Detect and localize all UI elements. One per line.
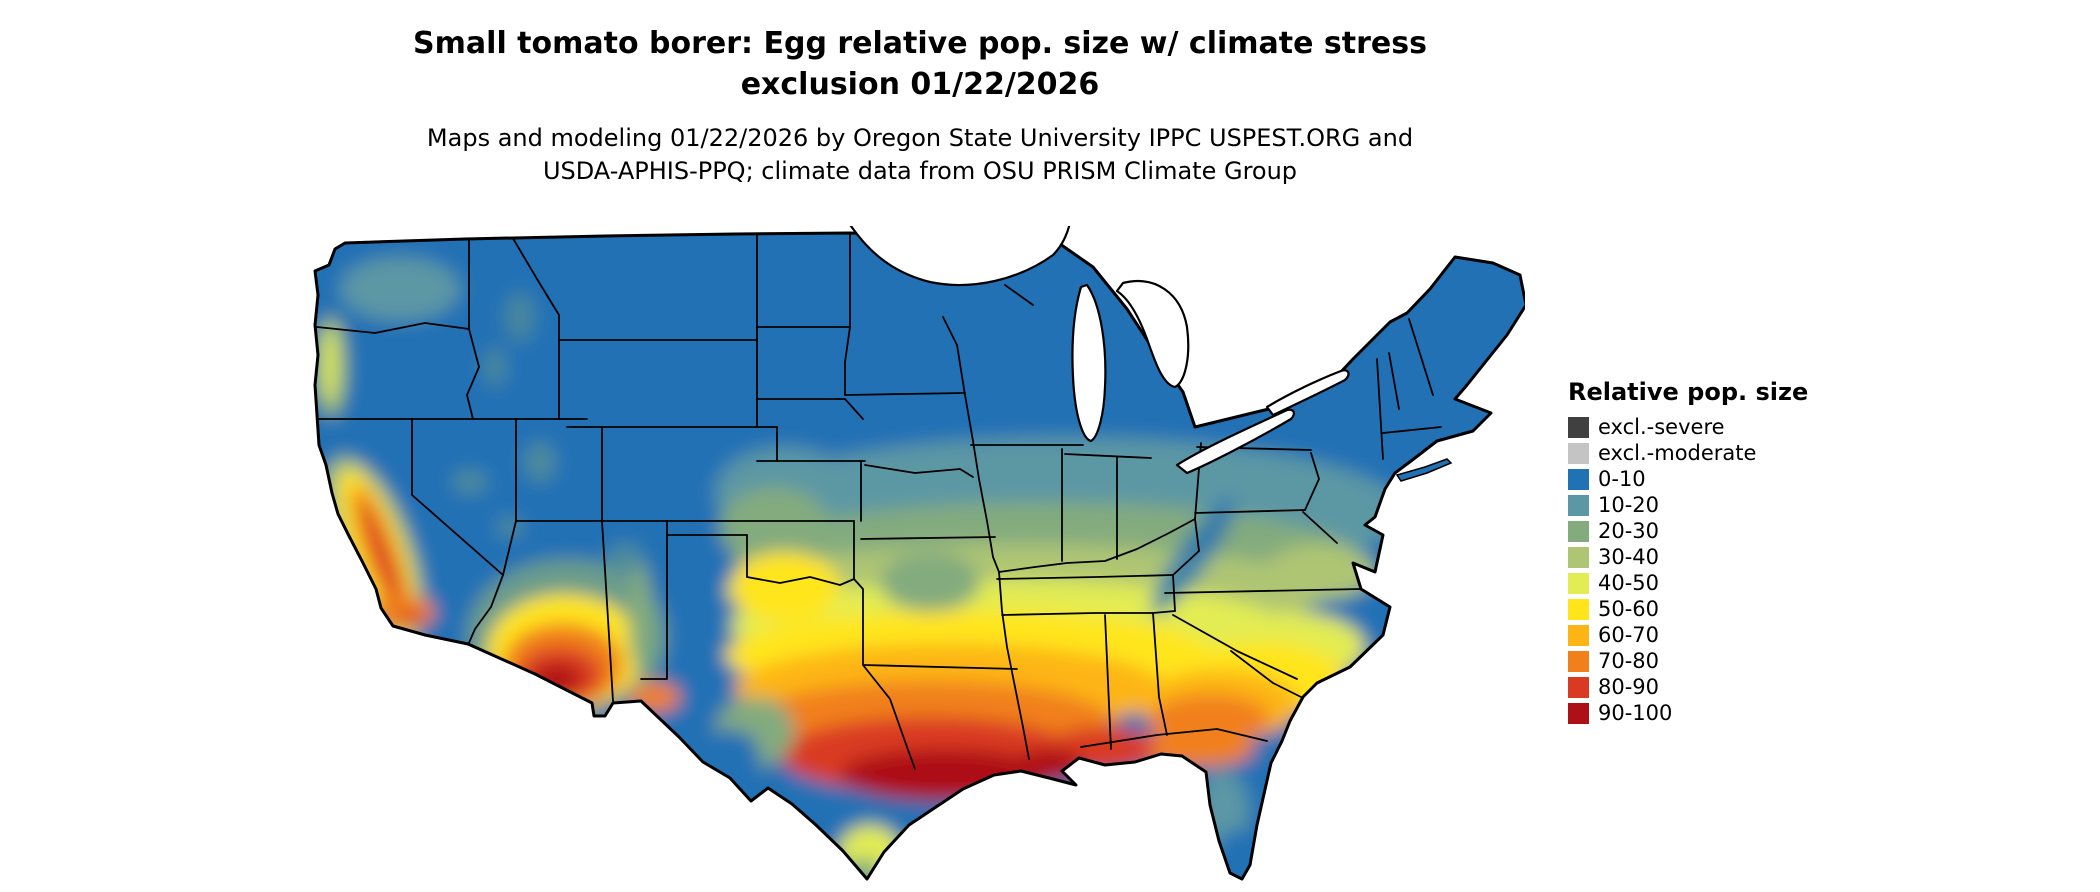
- lake-superior: [849, 226, 1071, 287]
- legend-item: excl.-severe: [1568, 414, 1808, 440]
- legend-item: 0-10: [1568, 466, 1808, 492]
- legend-item: 30-40: [1568, 544, 1808, 570]
- legend-label: 40-50: [1598, 571, 1660, 595]
- legend-items: excl.-severe excl.-moderate 0-10 10-20 20-30…: [1568, 414, 1808, 726]
- legend-item: 40-50: [1568, 570, 1808, 596]
- population-raster: [315, 233, 1525, 879]
- legend-item: 10-20: [1568, 492, 1808, 518]
- legend-swatch: [1568, 702, 1589, 724]
- legend-label: 80-90: [1598, 675, 1660, 699]
- legend-title: Relative pop. size: [1568, 378, 1809, 406]
- lake-erie: [1175, 408, 1295, 475]
- legend-label: 60-70: [1598, 623, 1660, 647]
- title-line-1: Small tomato borer: Egg relative pop. si…: [413, 26, 1427, 61]
- legend-item: excl.-moderate: [1568, 440, 1808, 466]
- legend-item: 90-100: [1568, 700, 1808, 726]
- legend-label: 20-30: [1598, 519, 1660, 543]
- legend-swatch: [1568, 676, 1589, 698]
- legend-swatch: [1568, 416, 1589, 438]
- attribution-line-2: USDA-APHIS-PPQ; climate data from OSU PR…: [542, 157, 1298, 186]
- legend-swatch: [1568, 598, 1589, 620]
- lake-huron: [1115, 280, 1190, 389]
- legend-item: 60-70: [1568, 622, 1808, 648]
- attribution: Maps and modeling 01/22/2026 by Oregon S…: [0, 122, 1840, 188]
- legend-label: 10-20: [1598, 493, 1660, 517]
- legend-label: 30-40: [1598, 545, 1660, 569]
- legend-swatch: [1568, 468, 1589, 490]
- us-map-svg: [313, 226, 1525, 881]
- legend-label: 50-60: [1598, 597, 1660, 621]
- legend-swatch: [1568, 442, 1589, 464]
- legend-swatch: [1568, 546, 1589, 568]
- legend-swatch: [1568, 624, 1589, 646]
- legend-swatch: [1568, 650, 1589, 672]
- page-title: Small tomato borer: Egg relative pop. si…: [0, 24, 1840, 105]
- legend-label: 0-10: [1598, 467, 1646, 491]
- state-borders: [316, 234, 1442, 770]
- legend-swatch: [1568, 494, 1589, 516]
- great-lakes: [849, 226, 1350, 475]
- legend-item: 50-60: [1568, 596, 1808, 622]
- title-line-2: exclusion 01/22/2026: [740, 66, 1100, 102]
- us-map: [305, 226, 1525, 888]
- lake-ontario: [1265, 369, 1350, 417]
- legend-swatch: [1568, 572, 1589, 594]
- legend-label: 90-100: [1598, 701, 1673, 725]
- long-island: [1395, 458, 1453, 482]
- legend-label: excl.-moderate: [1598, 441, 1757, 465]
- legend-label: excl.-severe: [1598, 415, 1725, 439]
- legend-item: 20-30: [1568, 518, 1808, 544]
- legend-item: 80-90: [1568, 674, 1808, 700]
- legend-swatch: [1568, 520, 1589, 542]
- lake-michigan: [1071, 283, 1107, 443]
- legend-item: 70-80: [1568, 648, 1808, 674]
- attribution-line-1: Maps and modeling 01/22/2026 by Oregon S…: [426, 124, 1414, 152]
- legend: Relative pop. size excl.-severe excl.-mod…: [1568, 378, 1808, 726]
- legend-label: 70-80: [1598, 649, 1660, 673]
